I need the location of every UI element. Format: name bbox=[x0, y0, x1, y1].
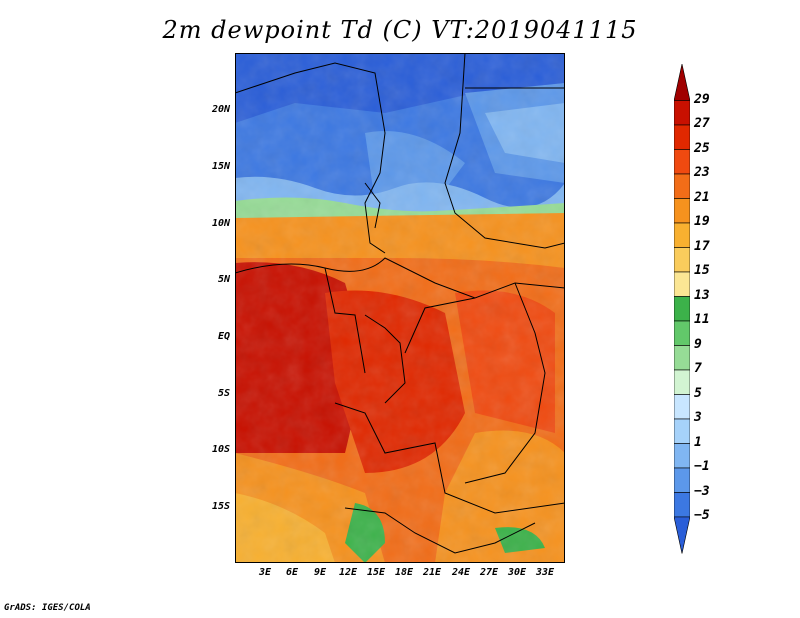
border-cameroon bbox=[324, 267, 366, 374]
lat-label-5n: 5N bbox=[217, 274, 230, 285]
colorbar-label: 1 bbox=[694, 434, 702, 450]
lat-label-10s: 10S bbox=[211, 444, 230, 455]
border-gabon-congo bbox=[364, 314, 406, 404]
colorbar-cell bbox=[674, 394, 690, 420]
lat-label-10n: 10N bbox=[211, 218, 230, 229]
colorbar-cell bbox=[674, 124, 690, 150]
colorbar-cell bbox=[674, 467, 690, 493]
colorbar-cell bbox=[674, 173, 690, 199]
colorbar-cell bbox=[674, 443, 690, 469]
colorbar-cell bbox=[674, 418, 690, 444]
colorbar bbox=[674, 64, 690, 554]
map-frame bbox=[235, 53, 565, 563]
colorbar-label: 23 bbox=[694, 165, 710, 180]
lon-label-33e: 33E bbox=[535, 567, 555, 578]
border-drc-east bbox=[464, 282, 546, 484]
border-angola-zambia bbox=[334, 402, 565, 514]
colorbar-label: 19 bbox=[694, 214, 710, 229]
dewpoint-map bbox=[235, 53, 565, 563]
colorbar-cell bbox=[674, 492, 690, 518]
grads-credit: GrADS: IGES/COLA bbox=[4, 603, 91, 613]
lon-label-6e: 6E bbox=[285, 567, 299, 578]
colorbar-label: 13 bbox=[694, 287, 710, 303]
colorbar-label: 15 bbox=[694, 263, 710, 278]
lon-label-18e: 18E bbox=[394, 567, 414, 578]
lon-label-3e: 3E bbox=[258, 567, 272, 578]
colorbar-cell bbox=[674, 149, 690, 175]
colorbar-label: 9 bbox=[694, 336, 702, 352]
lon-label-9e: 9E bbox=[313, 567, 327, 578]
colorbar-cell bbox=[674, 320, 690, 346]
lon-label-27e: 27E bbox=[479, 567, 499, 578]
field-texture bbox=[235, 53, 565, 563]
lat-label-5s: 5S bbox=[217, 388, 230, 399]
lon-label-15e: 15E bbox=[366, 567, 386, 578]
lon-label-30e: 30E bbox=[507, 567, 527, 578]
colorbar-label: 29 bbox=[694, 91, 710, 107]
lat-label-15s: 15S bbox=[211, 501, 230, 512]
country-borders bbox=[235, 53, 565, 554]
colorbar-cell bbox=[674, 198, 690, 224]
colorbar-cell bbox=[674, 222, 690, 248]
colorbar-label: 17 bbox=[694, 238, 710, 254]
colorbar-label: −1 bbox=[694, 459, 710, 474]
border-car bbox=[235, 257, 565, 299]
lat-label-eq: EQ bbox=[217, 331, 230, 342]
colorbar-label: 7 bbox=[694, 361, 702, 376]
lat-label-20n: 20N bbox=[211, 104, 230, 115]
map-panel bbox=[235, 53, 565, 563]
colorbar-label: 3 bbox=[694, 410, 702, 425]
map-title: 2m dewpoint Td (C) VT:2019041115 bbox=[162, 16, 638, 44]
colorbar-label: 5 bbox=[694, 385, 702, 401]
border-namibia bbox=[344, 507, 536, 554]
colorbar-label: −5 bbox=[694, 508, 710, 523]
colorbar-cell bbox=[674, 64, 690, 101]
colorbar-cell bbox=[674, 100, 690, 126]
colorbar-label: −3 bbox=[694, 483, 710, 499]
lon-label-21e: 21E bbox=[422, 567, 442, 578]
lat-label-15n: 15N bbox=[211, 161, 230, 172]
border-niger-chad bbox=[235, 62, 386, 254]
colorbar-cell bbox=[674, 516, 690, 554]
colorbar-cell bbox=[674, 369, 690, 395]
colorbar-label: 11 bbox=[694, 312, 710, 327]
colorbar-label: 27 bbox=[694, 116, 710, 131]
colorbar-label: 25 bbox=[694, 140, 710, 156]
colorbar-cell bbox=[674, 345, 690, 371]
colorbar-cell bbox=[674, 247, 690, 273]
lon-label-12e: 12E bbox=[338, 567, 358, 578]
colorbar-cell bbox=[674, 271, 690, 297]
colorbar-label: 21 bbox=[694, 189, 710, 205]
border-drc-north bbox=[404, 297, 476, 354]
lake-chad bbox=[364, 182, 381, 229]
border-sudan bbox=[444, 53, 565, 249]
lon-label-24e: 24E bbox=[451, 567, 471, 578]
colorbar-cell bbox=[674, 296, 690, 322]
